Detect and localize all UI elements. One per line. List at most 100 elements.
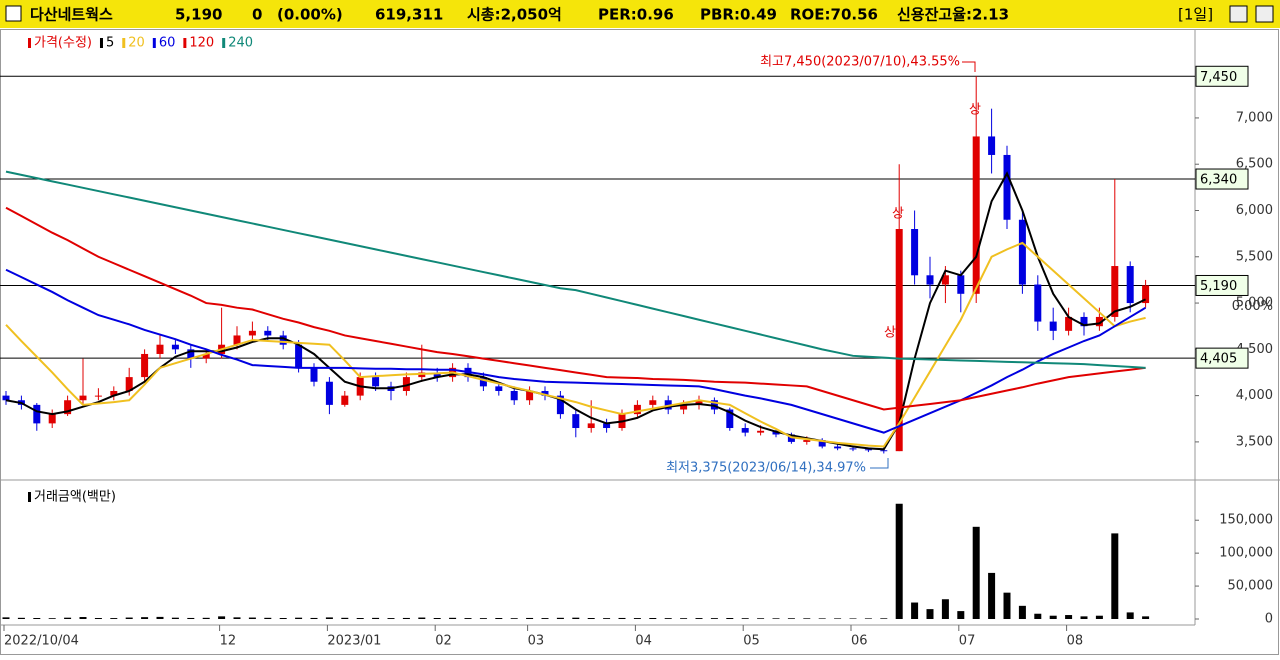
candle-body xyxy=(1095,316,1103,327)
x-tick-label: 07 xyxy=(959,634,976,649)
stock-name: 다산네트웍스 xyxy=(30,6,113,24)
legend-label: 20 xyxy=(128,36,145,51)
volume-bar xyxy=(110,618,118,619)
volume-bar xyxy=(187,617,195,619)
roe: ROE:70.56 xyxy=(790,6,878,24)
low-arrow xyxy=(870,458,889,469)
volume-bar xyxy=(633,618,641,619)
candle-body xyxy=(202,353,210,359)
volume-bar xyxy=(171,617,179,619)
candle-body xyxy=(33,404,41,424)
candle-body xyxy=(187,349,195,359)
candle-body xyxy=(325,381,333,405)
volume-bar xyxy=(880,618,888,619)
low-annotation: 최저3,375(2023/06/14),34.97% xyxy=(666,461,866,476)
x-tick-label: 2022/10/04 xyxy=(4,634,79,649)
y-tick-label: 7,000 xyxy=(1236,110,1273,125)
level-box xyxy=(1195,274,1249,296)
volume-bar xyxy=(680,618,688,619)
volume-bar xyxy=(141,617,149,619)
percent-label: 0.00% xyxy=(1232,299,1273,314)
volume-bar xyxy=(710,618,718,619)
checkbox[interactable] xyxy=(5,5,22,22)
volume-bar xyxy=(341,617,349,619)
moving-average xyxy=(5,241,1146,448)
moving-average xyxy=(5,170,1146,369)
volume-bar xyxy=(356,618,364,619)
volume-bar xyxy=(279,618,287,619)
volume-bar xyxy=(2,617,10,619)
volume-bar xyxy=(418,617,426,619)
volume-bar xyxy=(572,617,580,619)
volume-bar xyxy=(64,617,72,619)
per: PER:0.96 xyxy=(598,6,674,24)
candle-body xyxy=(495,386,503,391)
volume-bar xyxy=(510,618,518,619)
y-tick-label: 6,000 xyxy=(1236,203,1273,218)
x-tick-label: 03 xyxy=(528,634,545,649)
change: 0 xyxy=(252,6,262,24)
volume-bar xyxy=(603,618,611,619)
volume-bar xyxy=(772,618,780,619)
legend-label: 거래금액(백만) xyxy=(34,490,116,505)
volume-bar xyxy=(1080,616,1088,619)
volume-bar xyxy=(757,618,765,619)
candle-body xyxy=(849,448,857,450)
candle-body xyxy=(803,440,811,442)
candle-body xyxy=(556,395,564,415)
volume-bar xyxy=(834,618,842,619)
y-tick-label: 100,000 xyxy=(1219,546,1273,561)
candle-body xyxy=(1080,316,1088,327)
x-tick-label: 02 xyxy=(435,634,452,649)
candle-body xyxy=(1065,316,1073,331)
candle-body xyxy=(726,409,734,429)
candle-body xyxy=(911,229,919,276)
volume-bar xyxy=(941,599,949,619)
header-bar xyxy=(0,0,1280,28)
volume-bar xyxy=(988,572,996,619)
y-tick-label: 5,000 xyxy=(1236,296,1273,311)
candle-body xyxy=(972,136,980,294)
volume-bar xyxy=(295,617,303,619)
high-annotation: 최고7,450(2023/07/10),43.55% xyxy=(760,55,960,70)
volume-bar xyxy=(479,618,487,619)
volume-bar xyxy=(664,618,672,619)
level-label: 6,340 xyxy=(1200,173,1237,188)
credit: 신용잔고율:2.13 xyxy=(897,6,1009,24)
volume-bar xyxy=(972,526,980,619)
candle-body xyxy=(310,367,318,382)
volume-bar xyxy=(803,618,811,619)
level-label: 4,405 xyxy=(1200,352,1237,367)
volume-bar xyxy=(264,617,272,619)
volume-bar xyxy=(433,618,441,619)
minimize-button[interactable] xyxy=(1229,5,1248,23)
volume-bar xyxy=(1111,533,1119,619)
limit-up: 상 xyxy=(969,103,981,118)
volume-bar xyxy=(449,617,457,619)
candle-body xyxy=(895,229,903,452)
volume-bar xyxy=(387,618,395,619)
volume-bar xyxy=(233,617,241,619)
close-button[interactable] xyxy=(1255,5,1274,23)
candle-body xyxy=(64,400,72,415)
volume-bar xyxy=(495,618,503,619)
candle-body xyxy=(864,449,872,451)
y-tick-label: 5,500 xyxy=(1236,249,1273,264)
change-pct: (0.00%) xyxy=(277,6,343,24)
candle-body xyxy=(541,390,549,396)
limit-up: 상 xyxy=(884,326,896,341)
candle-body xyxy=(402,377,410,391)
candle-body xyxy=(1003,154,1011,220)
volume-bar xyxy=(1126,612,1134,619)
period[interactable]: [1일] xyxy=(1178,6,1213,24)
level-box xyxy=(1195,347,1249,369)
volume-bar xyxy=(248,617,256,619)
candle-body xyxy=(510,390,518,401)
volume-bar xyxy=(1142,616,1150,619)
x-tick-label: 12 xyxy=(220,634,237,649)
volume-bar xyxy=(726,618,734,619)
candle-body xyxy=(680,404,688,410)
candle-body xyxy=(479,377,487,387)
